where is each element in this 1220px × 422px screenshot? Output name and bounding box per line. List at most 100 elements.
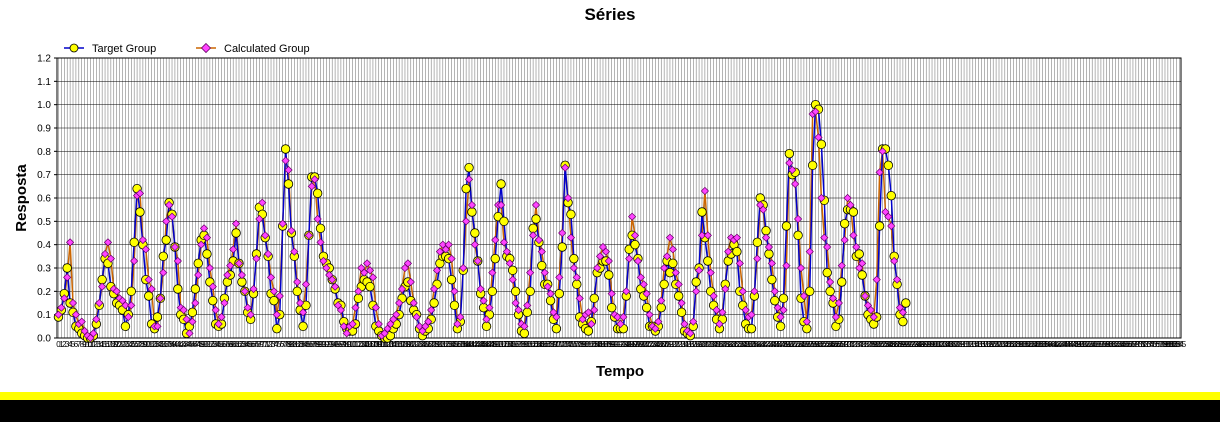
x-tick-label: 83: [296, 340, 305, 349]
data-point-calculated: [642, 289, 651, 298]
data-point-calculated: [566, 233, 576, 242]
x-tick-label: 232: [727, 340, 741, 349]
x-tick-label: 39: [168, 340, 177, 349]
x-tick-label: 339: [1039, 340, 1053, 349]
x-tick-label: 273: [847, 340, 861, 349]
x-tick-label: 313: [963, 340, 977, 349]
x-tick-label: 307: [946, 340, 960, 349]
data-point-calculated: [60, 294, 69, 303]
data-point-target: [464, 162, 474, 173]
data-point-target: [883, 160, 894, 171]
x-tick-label: 331: [1016, 340, 1030, 349]
legend-marker-target: [69, 43, 79, 53]
data-point-calculated: [575, 294, 584, 303]
x-tick-label: 274: [850, 340, 864, 349]
data-point-calculated: [660, 263, 669, 273]
data-point-calculated: [103, 238, 113, 247]
y-tick-label: 0.4: [37, 240, 51, 251]
data-point-calculated: [185, 329, 194, 338]
data-point-calculated: [351, 303, 360, 312]
x-tick-label: 62: [235, 340, 244, 349]
data-point-target: [805, 286, 815, 297]
x-tick-label: 315: [969, 340, 983, 349]
data-point-calculated: [849, 231, 858, 240]
x-tick-label: 142: [465, 340, 479, 349]
data-point-calculated: [435, 247, 445, 256]
y-tick-label: 0.8: [37, 147, 51, 158]
data-point-calculated: [202, 233, 212, 242]
x-tick-label: 346: [1059, 340, 1073, 349]
data-point-calculated: [636, 273, 645, 282]
x-tick-label: 305: [940, 340, 954, 349]
data-point-calculated: [782, 261, 791, 270]
data-point-calculated: [269, 287, 279, 296]
x-tick-label: 154: [500, 340, 514, 349]
x-tick-label: 286: [885, 340, 899, 349]
x-tick-label: 207: [655, 340, 669, 349]
data-point-calculated: [354, 287, 363, 296]
x-tick-label: 358: [1094, 340, 1108, 349]
x-tick-label: 122: [407, 340, 421, 349]
x-tick-label: 381: [1161, 340, 1175, 349]
data-point-calculated: [593, 263, 602, 273]
y-tick-label: 1.2: [37, 54, 51, 65]
data-point-calculated: [628, 212, 637, 221]
data-point-target: [187, 307, 198, 318]
data-point-calculated: [231, 219, 241, 228]
data-point-calculated: [63, 273, 72, 282]
data-point-calculated: [71, 310, 81, 319]
x-tick-label: 189: [602, 340, 616, 349]
data-point-calculated: [558, 228, 567, 238]
data-point-calculated: [520, 322, 529, 331]
x-tick-label: 16: [101, 340, 110, 349]
x-tick-label: 351: [1074, 340, 1088, 349]
x-tick-label: 332: [1019, 340, 1033, 349]
x-tick-label: 301: [928, 340, 942, 349]
x-tick-label: 322: [989, 340, 1003, 349]
series-markers-calculated-group: [54, 107, 908, 343]
data-point-calculated: [153, 322, 162, 331]
data-point-calculated: [290, 247, 299, 256]
x-tick-label: 357: [1091, 340, 1105, 349]
x-tick-label: 314: [966, 340, 980, 349]
data-point-calculated: [892, 275, 902, 284]
x-tick-label: 253: [788, 340, 802, 349]
x-tick-label: 132: [436, 340, 450, 349]
data-point-target: [583, 326, 594, 336]
data-point-calculated: [77, 317, 86, 326]
data-point-target: [589, 293, 599, 304]
data-point-calculated: [712, 305, 721, 315]
x-tick-label: 180: [576, 340, 590, 349]
x-tick-label: 275: [853, 340, 867, 349]
x-tick-label: 158: [512, 340, 526, 349]
data-point-calculated: [764, 242, 774, 252]
data-point-calculated: [135, 189, 145, 198]
x-tick-label: 85: [302, 340, 311, 349]
x-tick-label: 193: [614, 340, 628, 349]
data-point-calculated: [499, 238, 509, 247]
x-tick-label: 340: [1042, 340, 1056, 349]
x-tick-label: 246: [768, 340, 782, 349]
x-tick-label: 188: [599, 340, 613, 349]
x-tick-label: 211: [666, 340, 679, 349]
data-point-calculated: [875, 168, 884, 177]
x-tick-label: 205: [649, 340, 663, 349]
x-tick-label: 2: [62, 340, 67, 349]
x-tick-label: 53: [208, 340, 217, 349]
data-point-calculated: [301, 280, 311, 289]
data-point-calculated: [368, 273, 378, 282]
x-tick-label: 302: [931, 340, 945, 349]
series-chart: Séries Target Group Calculated Group 0.0…: [13, 5, 1187, 380]
data-point-calculated: [68, 298, 78, 308]
data-point-target: [272, 323, 282, 334]
data-point-target: [144, 291, 154, 301]
data-point-target: [767, 274, 777, 285]
x-tick-label: 210: [663, 340, 677, 349]
data-point-calculated: [287, 226, 296, 235]
data-point-calculated: [750, 287, 759, 296]
data-point-target: [487, 286, 498, 297]
data-point-calculated: [159, 268, 168, 277]
chart-title: Séries: [584, 5, 635, 24]
x-tick-label: 125: [416, 340, 430, 349]
x-tick-label: 60: [229, 340, 238, 349]
